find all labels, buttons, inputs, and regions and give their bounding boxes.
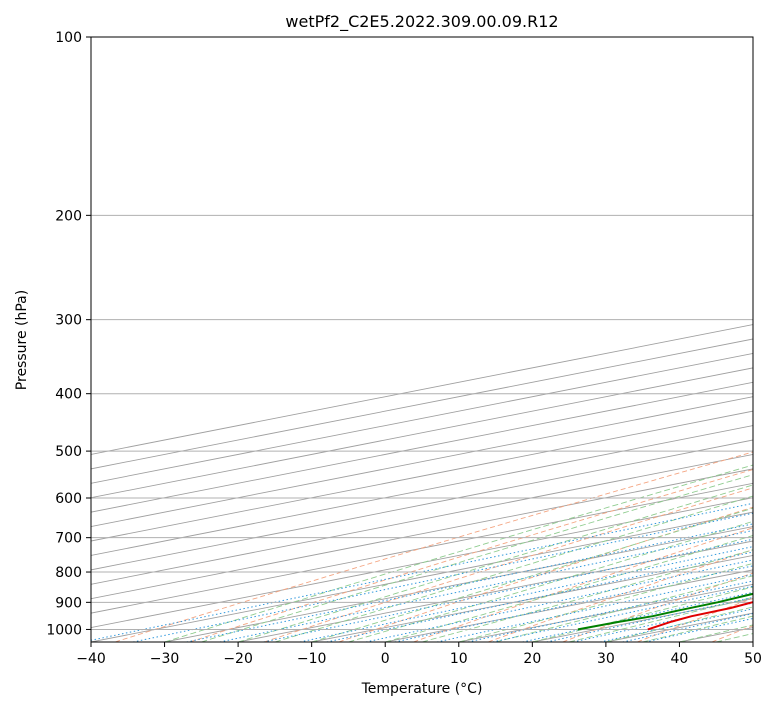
isotherm-line — [91, 497, 753, 629]
y-tick-label: 800 — [55, 565, 82, 581]
x-tick-label: 0 — [381, 651, 390, 667]
moist-adiabat-line — [201, 474, 753, 642]
y-tick-label: 700 — [55, 531, 82, 547]
isotherm-line — [164, 526, 753, 642]
y-tick-label: 400 — [55, 387, 82, 403]
isotherm-line — [91, 338, 753, 470]
y-axis-label: Pressure (hPa) — [14, 290, 30, 390]
x-tick-label: −10 — [297, 651, 327, 667]
x-tick-label: 40 — [671, 651, 689, 667]
isotherm-line — [91, 425, 753, 556]
plot-area: 0.10.20.40.611.52346810131620253036-100-… — [91, 37, 753, 642]
dry-adiabat-line — [562, 572, 753, 642]
isotherm-line — [91, 468, 753, 600]
pressure-gridlines — [91, 37, 753, 630]
isotherm-line — [91, 324, 753, 455]
x-tick-label: 20 — [523, 651, 541, 667]
isotherm-line — [91, 482, 753, 614]
moist-adiabat-line — [274, 495, 753, 642]
moist-adiabats — [164, 464, 753, 642]
x-tick-label: −30 — [150, 651, 180, 667]
y-tick-label: 200 — [55, 208, 82, 224]
isotherm-line — [91, 439, 753, 571]
x-tick-label: −20 — [223, 651, 253, 667]
y-tick-label: 100 — [55, 30, 82, 46]
y-tick-label: 500 — [55, 444, 82, 460]
x-axis-ticks: −40 −30 −20 −10 0 10 20 30 40 50 — [76, 642, 762, 667]
y-tick-label: 900 — [55, 595, 82, 611]
moist-adiabat-line — [532, 586, 753, 642]
x-axis-label: Temperature (°C) — [361, 681, 483, 697]
dry-adiabat-line — [114, 451, 753, 642]
moist-adiabat-line — [164, 464, 753, 642]
moist-adiabat-line — [311, 507, 753, 642]
y-axis-ticks: 1000 900 800 700 600 500 400 300 200 100 — [46, 30, 91, 638]
chart-title: wetPf2_C2E5.2022.309.00.09.R12 — [285, 12, 558, 32]
y-tick-label: 1000 — [46, 622, 82, 638]
x-tick-label: 10 — [450, 651, 468, 667]
y-tick-label: 600 — [55, 491, 82, 507]
dry-adiabat-line — [189, 469, 753, 642]
y-tick-label: 300 — [55, 313, 82, 329]
moist-adiabat-line — [385, 534, 753, 642]
x-tick-label: 50 — [744, 651, 762, 667]
x-tick-label: −40 — [76, 651, 106, 667]
moist-adiabat-line — [458, 562, 753, 642]
isotherm-line — [238, 540, 753, 642]
isotherm-line — [91, 453, 753, 585]
plot-frame — [90, 36, 754, 643]
x-tick-label: 30 — [597, 651, 615, 667]
